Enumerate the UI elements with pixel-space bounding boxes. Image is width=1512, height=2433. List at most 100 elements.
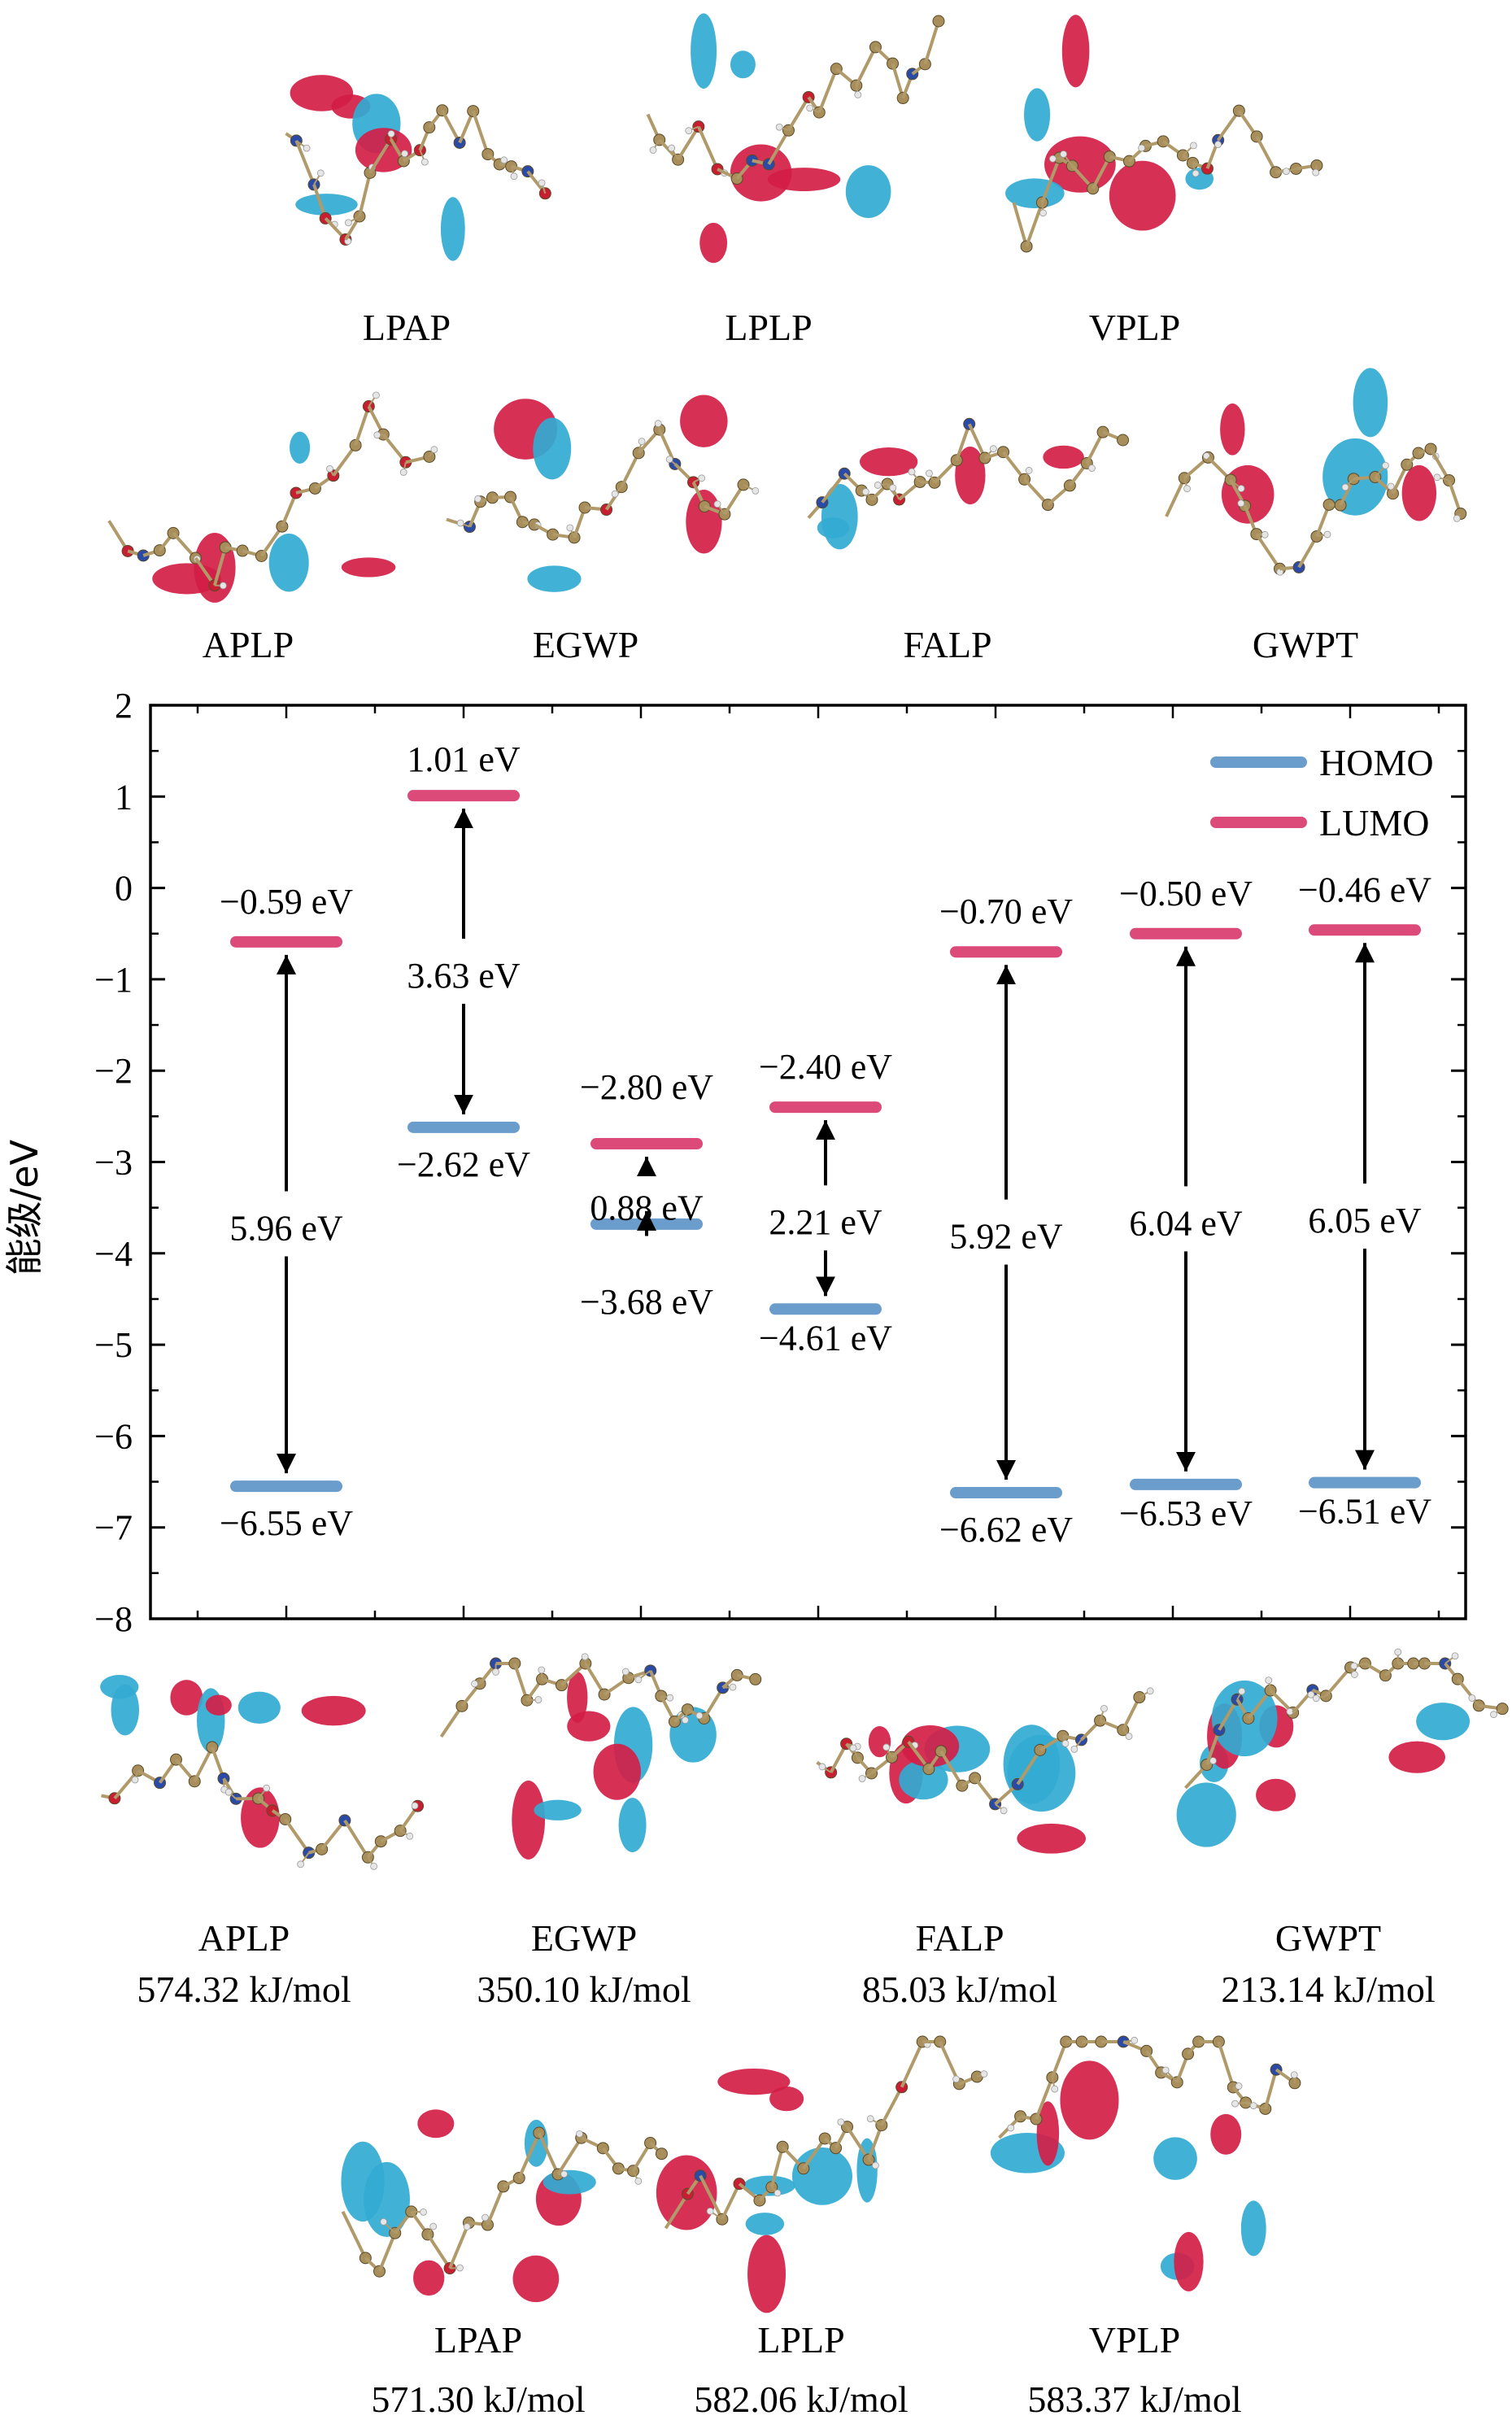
orbital-lobes: [868, 1724, 1087, 1854]
bond: [1255, 533, 1282, 570]
bond: [664, 2192, 690, 2230]
lumo-value-label: 1.01 eV: [407, 739, 521, 779]
hydrogen-atom: [380, 2218, 388, 2226]
hydrogen-atom: [1433, 473, 1441, 482]
hydrogen-atom: [326, 464, 333, 473]
hydrogen-atom: [566, 524, 574, 532]
hydrogen-atom: [1237, 485, 1245, 492]
bond: [676, 125, 700, 161]
atom-chain: [285, 104, 551, 246]
hydrogen-atom: [474, 495, 482, 503]
molecule-energy: 85.03 kJ/mol: [862, 1969, 1057, 2010]
hydrogen-atom: [1282, 168, 1290, 176]
lumo-molecule-egwp: [446, 395, 760, 592]
hydrogen-atom: [1209, 1757, 1217, 1765]
orbital-lobe: [1061, 15, 1090, 88]
gap-value-label: 3.63 eV: [407, 956, 521, 996]
hydrogen-atom: [1238, 1687, 1246, 1695]
atom-chain: [646, 15, 945, 185]
energy-level-chart: 2 1 0 −1 −2 −3 −4 −5 −6 −7 −8 能级/eV −0.59 eV −6.55 …: [2, 686, 1467, 1639]
lumo-value-label: −0.59 eV: [220, 882, 353, 922]
molecule-label: VPLP: [1089, 2319, 1180, 2361]
legend-label-lumo: LUMO: [1319, 802, 1429, 844]
hydrogen-atom: [1192, 169, 1200, 177]
atom-chain: [107, 391, 438, 592]
hydrogen-atom: [775, 123, 783, 131]
hydrogen-atom: [713, 500, 721, 508]
orbital-lobe: [1401, 464, 1437, 521]
hydrogen-atom: [399, 469, 407, 476]
orbital-lobe: [717, 2068, 791, 2095]
hydrogen-atom: [581, 1653, 589, 1661]
hydrogen-atom: [882, 1743, 891, 1751]
hydrogen-atom: [1261, 530, 1269, 538]
hydrogen-atom: [303, 144, 311, 152]
molecule-energy: 583.37 kJ/mol: [1027, 2378, 1241, 2420]
atom-chain: [807, 417, 1130, 520]
y-tick-label: 1: [115, 777, 133, 817]
hydrogen-atom: [1490, 1711, 1497, 1719]
orbital-lobe: [1036, 2101, 1060, 2166]
hydrogen-atom: [889, 484, 897, 492]
hydrogen-atom: [649, 146, 657, 154]
hydrogen-atom: [373, 391, 380, 399]
hydrogen-atom: [220, 582, 227, 590]
hydrogen-atom: [1088, 464, 1096, 472]
homo-value-label: −6.62 eV: [939, 1510, 1073, 1550]
orbital-lobes: [512, 1672, 717, 1860]
atom-chain: [998, 2035, 1301, 2139]
lumo-value-label: −2.80 eV: [580, 1067, 713, 1107]
bond: [212, 547, 228, 586]
bond: [1016, 1749, 1042, 1786]
hydrogen-atom: [406, 1832, 414, 1840]
bond: [697, 125, 719, 170]
orbital-lobe: [170, 1680, 203, 1716]
hydrogen-atom: [1307, 1690, 1315, 1698]
hydrogen-atom: [373, 431, 381, 439]
orbital-lobes: [990, 2060, 1266, 2291]
y-tick-label: −6: [94, 1416, 133, 1456]
hydrogen-atom: [492, 1668, 499, 1676]
hydrogen-atom: [1125, 1733, 1133, 1740]
orbital-lobes: [817, 445, 1084, 550]
orbital-lobe: [413, 2260, 445, 2296]
orbital-lobe: [730, 50, 756, 79]
lumo-value-label: −0.50 eV: [1119, 874, 1253, 913]
orbital-lobe: [1024, 88, 1051, 142]
hydrogen-atom: [429, 2222, 438, 2230]
x-axis-ticks: [196, 705, 1440, 1619]
homo-molecule-lpap: [341, 2109, 668, 2303]
hydrogen-atom: [534, 1696, 542, 1703]
gap-value-label: 0.88 eV: [590, 1188, 704, 1227]
homo-value-label: −2.62 eV: [397, 1145, 530, 1184]
bond: [294, 140, 316, 185]
hydrogen-atom: [1381, 461, 1389, 469]
hydrogen-atom: [695, 1711, 704, 1720]
lumo-molecule-lplp: [646, 13, 945, 264]
hydrogen-atom: [989, 445, 997, 453]
orbital-lobe: [1388, 1741, 1445, 1773]
bond: [1255, 135, 1278, 173]
hydrogen-atom: [1138, 144, 1146, 152]
hydrogen-atom: [1146, 1687, 1154, 1695]
atom: [655, 2147, 668, 2160]
legend-label-homo: HOMO: [1319, 742, 1434, 783]
homo-value-label: −3.68 eV: [580, 1282, 713, 1322]
bond: [967, 423, 987, 459]
atom-chain: [1165, 443, 1467, 576]
hydrogen-atom: [1051, 2085, 1059, 2093]
hydrogen-atom: [1249, 2102, 1257, 2110]
hydrogen-atom: [638, 438, 646, 446]
hydrogen-atom: [1453, 514, 1461, 522]
hydrogen-atom: [1265, 1677, 1273, 1685]
lumo-molecule-aplp: [107, 391, 438, 603]
bond: [1324, 1666, 1352, 1698]
hydrogen-atom: [668, 144, 676, 152]
orbital-lobe: [1017, 1823, 1087, 1854]
y-tick-label: −1: [94, 960, 133, 1000]
hydrogen-atom: [1290, 2071, 1298, 2079]
hydrogen-atom: [1387, 482, 1395, 491]
y-tick-label: −5: [94, 1325, 133, 1365]
bond: [867, 2124, 883, 2160]
hydrogen-atom: [1048, 155, 1057, 163]
